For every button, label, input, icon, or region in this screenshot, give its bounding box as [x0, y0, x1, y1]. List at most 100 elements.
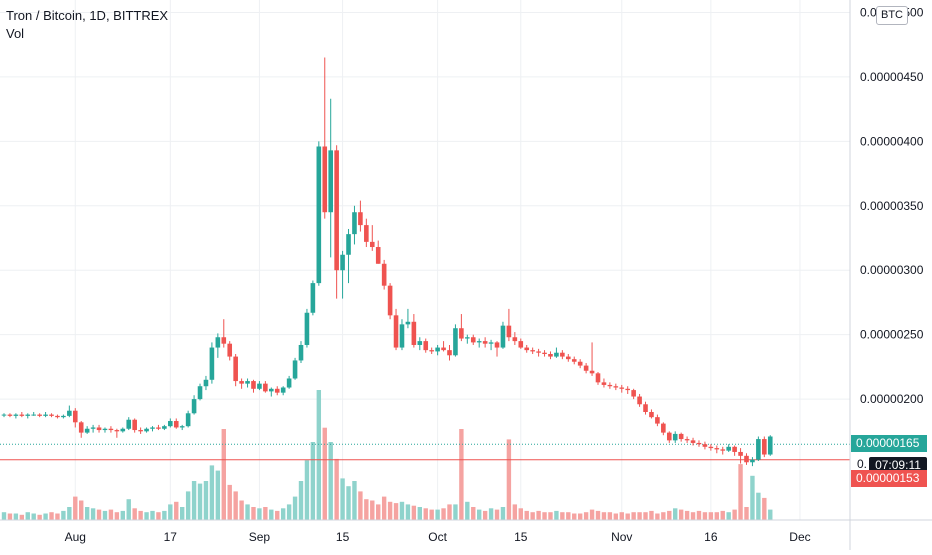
candle-body: [756, 439, 761, 460]
volume-bar: [613, 513, 619, 520]
volume-bar: [215, 470, 221, 520]
volume-bar: [583, 512, 589, 520]
candle-body: [613, 386, 619, 388]
candle-body: [7, 414, 13, 416]
volume-bar: [738, 464, 743, 520]
candle-body: [257, 383, 262, 389]
x-tick-label: 15: [514, 530, 528, 544]
volume-bar: [441, 508, 446, 520]
volume-bar: [572, 513, 577, 520]
volume-bar: [678, 509, 684, 520]
y-tick-label: 0.00000200: [860, 392, 924, 406]
volume-bar: [61, 510, 66, 520]
volume-bar: [180, 507, 185, 520]
volume-bar: [364, 499, 369, 520]
candle-body: [595, 373, 601, 383]
candle-body: [84, 428, 90, 433]
candle-body: [78, 422, 84, 433]
candle-body: [643, 404, 648, 412]
volume-bar: [185, 491, 191, 520]
volume-bar: [19, 514, 25, 520]
ref-price-label: 0.00000153: [851, 469, 927, 487]
volume-bar: [7, 513, 13, 520]
volume-bar: [459, 429, 464, 520]
candle-body: [292, 360, 298, 379]
y-tick-label: 0.00000350: [860, 199, 924, 213]
candle-body: [690, 440, 696, 443]
volume-bar: [126, 499, 131, 520]
bar-countdown: 07:09:11: [869, 456, 927, 474]
candle-body: [655, 417, 660, 424]
candle-body: [767, 436, 773, 455]
volume-bar: [245, 504, 250, 520]
volume-bar: [577, 513, 583, 520]
volume-bar: [601, 512, 607, 520]
candle-body: [488, 342, 494, 344]
volume-bar: [643, 512, 648, 520]
candle-body: [126, 419, 132, 429]
volume-bar: [138, 510, 143, 520]
candle-body: [589, 370, 595, 374]
volume-bar: [73, 496, 78, 520]
candle-body: [352, 212, 357, 235]
volume-bar: [762, 497, 767, 520]
candle-body: [138, 430, 143, 432]
candle-body: [102, 428, 108, 431]
volume-bar: [340, 478, 345, 520]
volume-bar: [494, 509, 500, 520]
volume-bar: [655, 513, 660, 520]
x-tick-label: 16: [704, 530, 718, 544]
volume-bar: [506, 439, 512, 520]
volume-bar: [554, 510, 559, 520]
volume-bar: [518, 508, 523, 520]
candle-body: [583, 365, 589, 371]
volume-bar: [744, 507, 749, 520]
volume-bar: [411, 505, 417, 520]
volume-bar: [209, 465, 215, 520]
candle-body: [114, 430, 120, 432]
candle-body: [738, 451, 743, 456]
candle-body: [358, 212, 363, 226]
candle-body: [144, 428, 149, 432]
volume-bar: [280, 508, 286, 520]
candle-body: [72, 410, 78, 423]
volume-bar: [263, 507, 268, 520]
volume-bar: [108, 509, 114, 520]
volume-bar: [79, 500, 84, 520]
candle-body: [453, 328, 458, 356]
volume-bar: [286, 504, 292, 520]
volume-bar: [37, 514, 42, 520]
volume-bar: [162, 510, 167, 520]
candle-body: [263, 383, 268, 392]
x-tick-label: Sep: [249, 530, 271, 544]
volume-bar: [619, 512, 624, 520]
volume-bar: [566, 512, 571, 520]
candle-body: [405, 321, 411, 325]
candle-body: [67, 410, 72, 416]
candle-body: [19, 414, 25, 416]
volume-bar: [667, 510, 672, 520]
volume-bar: [227, 484, 232, 520]
candle-body: [274, 388, 280, 393]
volume-bar: [625, 513, 630, 520]
candle-body: [619, 387, 625, 389]
candle-body: [470, 337, 476, 343]
candle-body: [762, 439, 767, 455]
candle-body: [637, 396, 642, 405]
volume-bar: [298, 481, 304, 520]
volume-bar: [251, 507, 256, 520]
volume-bar: [67, 507, 72, 520]
candle-body: [375, 247, 381, 264]
volume-bar: [477, 509, 482, 520]
volume-bar: [132, 508, 137, 520]
candle-body: [708, 446, 714, 449]
chart-title: Tron / Bitcoin, 1D, BITTREX: [6, 8, 169, 23]
volume-bar: [316, 390, 322, 520]
volume-bar: [631, 512, 636, 520]
volume-bar: [423, 508, 428, 520]
currency-badge[interactable]: BTC: [876, 6, 908, 25]
volume-bar: [684, 510, 690, 520]
